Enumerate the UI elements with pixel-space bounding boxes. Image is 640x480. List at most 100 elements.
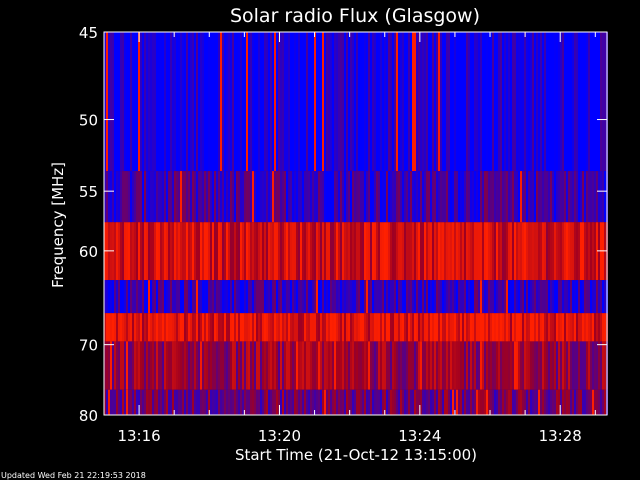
- spectrogram-cell: [384, 32, 386, 172]
- spectrogram-cell: [556, 280, 558, 314]
- spectrogram-cell: [256, 389, 258, 415]
- spectrogram-cell: [560, 389, 562, 415]
- spectrogram-cell: [170, 32, 172, 172]
- spectrogram-cell: [412, 222, 414, 281]
- spectrogram-cell: [512, 389, 514, 415]
- spectrogram-cell: [120, 389, 122, 415]
- spectrogram-cell: [496, 32, 498, 172]
- spectrogram-cell: [532, 171, 534, 223]
- spectrogram-cell: [276, 313, 278, 342]
- spectrogram-cell: [496, 313, 498, 342]
- spectrogram-cell: [576, 222, 578, 281]
- spectrogram-cell: [202, 341, 204, 390]
- spectrogram-cell: [452, 280, 454, 314]
- spectrogram-cell: [310, 32, 312, 172]
- spectrogram-cell: [604, 389, 606, 415]
- spectrogram-cell: [166, 280, 168, 314]
- spectrogram-cell: [398, 389, 400, 415]
- spectrogram-cell: [552, 171, 554, 223]
- spectrogram-cell: [464, 341, 466, 390]
- spectrogram-cell: [374, 280, 376, 314]
- spectrogram-cell: [558, 280, 560, 314]
- spectrogram-cell: [600, 313, 602, 342]
- spectrogram-cell: [320, 171, 322, 223]
- spectrogram-cell: [562, 341, 564, 390]
- spectrogram-cell: [490, 171, 492, 223]
- spectrogram-cell: [256, 171, 258, 223]
- spectrogram-cell: [166, 341, 168, 390]
- spectrogram-cell: [132, 222, 134, 281]
- spectrogram-cell: [486, 32, 488, 172]
- spectrogram-cell: [338, 32, 340, 172]
- spectrogram-cell: [264, 222, 266, 281]
- spectrogram-cell: [586, 222, 588, 281]
- spectrogram-cell: [276, 222, 278, 281]
- spectrogram-cell: [284, 171, 286, 223]
- spectrogram-cell: [290, 389, 292, 415]
- spectrogram-cell: [166, 171, 168, 223]
- spectrogram-cell: [506, 171, 508, 223]
- spectrogram-cell: [548, 341, 550, 390]
- spectrogram-cell: [338, 222, 340, 281]
- spectrogram-cell: [262, 171, 264, 223]
- spectrogram-cell: [228, 32, 230, 172]
- spectrogram-cell: [210, 389, 212, 415]
- spectrogram-cell: [378, 171, 380, 223]
- spectrogram-cell: [460, 313, 462, 342]
- spectrogram-cell: [410, 313, 412, 342]
- spectrogram-cell: [196, 389, 198, 415]
- spectrogram-cell: [172, 341, 174, 390]
- spectrogram-cell: [238, 171, 240, 223]
- spectrogram-cell: [348, 171, 350, 223]
- spectrogram-cell: [160, 389, 162, 415]
- spectrogram-cell: [330, 222, 332, 281]
- spectrogram-cell: [370, 280, 372, 314]
- spectrogram-cell: [206, 341, 208, 390]
- spectrogram-cell: [488, 280, 490, 314]
- spectrogram-cell: [132, 389, 134, 415]
- spectrogram-cell: [392, 313, 394, 342]
- spectrogram-cell: [374, 389, 376, 415]
- spectrogram-cell: [512, 313, 514, 342]
- spectrogram-cell: [220, 32, 222, 172]
- spectrogram-cell: [292, 280, 294, 314]
- spectrogram-cell: [272, 32, 274, 172]
- spectrogram-cell: [188, 32, 190, 172]
- spectrogram-cell: [424, 222, 426, 281]
- spectrogram-cell: [594, 389, 596, 415]
- spectrogram-cell: [176, 32, 178, 172]
- spectrogram-cell: [540, 32, 542, 172]
- spectrogram-cell: [224, 32, 226, 172]
- spectrogram-cell: [386, 313, 388, 342]
- spectrogram-cell: [402, 171, 404, 223]
- spectrogram-cell: [392, 341, 394, 390]
- spectrogram-cell: [288, 389, 290, 415]
- spectrogram-cell: [316, 313, 318, 342]
- spectrogram-cell: [244, 32, 246, 172]
- spectrogram-cell: [178, 341, 180, 390]
- spectrogram-cell: [356, 222, 358, 281]
- spectrogram-cell: [422, 313, 424, 342]
- spectrogram-cell: [128, 341, 130, 390]
- spectrogram-cell: [122, 32, 124, 172]
- spectrogram-cell: [222, 389, 224, 415]
- spectrogram-cell: [218, 313, 220, 342]
- spectrogram-cell: [590, 389, 592, 415]
- spectrogram-cell: [506, 280, 508, 314]
- spectrogram-cell: [578, 222, 580, 281]
- spectrogram-cell: [118, 280, 120, 314]
- spectrogram-cell: [126, 171, 128, 223]
- spectrogram-cell: [244, 341, 246, 390]
- spectrogram-cell: [524, 313, 526, 342]
- spectrogram-cell: [568, 32, 570, 172]
- spectrogram-cell: [520, 171, 522, 223]
- spectrogram-cell: [128, 280, 130, 314]
- spectrogram-cell: [206, 313, 208, 342]
- spectrogram-cell: [546, 171, 548, 223]
- spectrogram-cell: [280, 341, 282, 390]
- spectrogram-cell: [482, 222, 484, 281]
- spectrogram-cell: [242, 222, 244, 281]
- spectrogram-cell: [550, 222, 552, 281]
- spectrogram-cell: [184, 222, 186, 281]
